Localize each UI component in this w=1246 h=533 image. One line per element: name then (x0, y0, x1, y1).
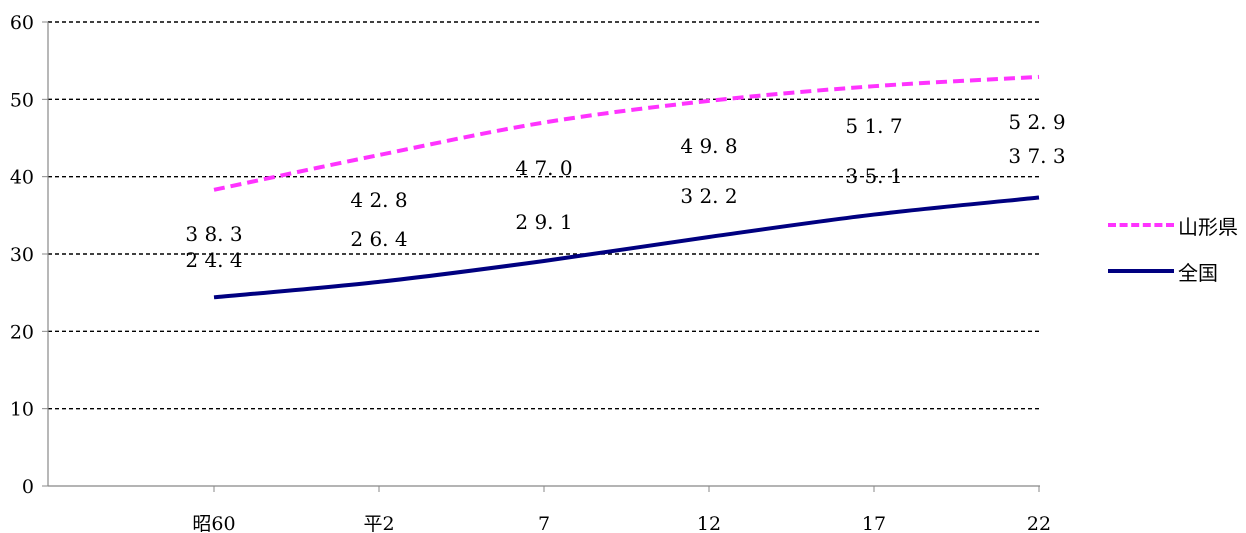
legend-item-yamagata: 山形県 (1108, 212, 1238, 239)
y-tick-label-30: 30 (10, 244, 34, 266)
x-tick-label-5: 22 (1027, 513, 1051, 533)
x-tick-label-0: 昭60 (192, 513, 235, 533)
series-line-0 (213, 74, 1040, 192)
series-lines (213, 74, 1040, 300)
legend-item-national: 全国 (1108, 258, 1238, 285)
data-label-s1-1: 2 6. 4 (350, 227, 407, 251)
x-tick-label-1: 平2 (363, 513, 394, 533)
y-tick-label-20: 20 (10, 321, 34, 343)
legend: 山形県 全国 (1108, 212, 1238, 304)
y-tick-label-50: 50 (10, 89, 34, 111)
data-label-s1-3: 3 2. 2 (680, 184, 737, 208)
data-label-s0-2: 4 7. 0 (515, 156, 572, 180)
x-tick-label-3: 12 (697, 513, 721, 533)
y-tick-label-40: 40 (10, 167, 34, 189)
data-label-s1-4: 3 5. 1 (845, 164, 902, 188)
x-axis-ticks: 昭60 平2 7 12 17 22 (192, 486, 1051, 533)
data-label-s0-5: 5 2. 9 (1008, 110, 1065, 134)
legend-swatch-national (1108, 269, 1174, 273)
legend-label-yamagata: 山形県 (1178, 214, 1238, 239)
data-labels: 3 8. 3 4 2. 8 4 7. 0 4 9. 8 5 1. 7 5 2. 9 2 4.… (185, 110, 1065, 272)
y-tick-label-0: 0 (22, 476, 34, 498)
gridlines (48, 21, 1040, 410)
data-label-s0-1: 4 2. 8 (350, 188, 407, 212)
x-tick-label-2: 7 (538, 513, 550, 533)
y-axis-ticks: 0 10 20 30 40 50 60 (10, 12, 48, 498)
series-line-1 (213, 195, 1040, 300)
legend-label-national: 全国 (1178, 260, 1218, 285)
data-label-s0-0: 3 8. 3 (185, 222, 242, 246)
data-label-s1-2: 2 9. 1 (515, 210, 572, 234)
y-tick-label-10: 10 (10, 399, 34, 421)
data-label-s1-0: 2 4. 4 (185, 248, 242, 272)
x-tick-label-4: 17 (862, 513, 886, 533)
legend-swatch-yamagata (1108, 223, 1174, 227)
data-label-s1-5: 3 7. 3 (1008, 144, 1065, 168)
y-tick-label-60: 60 (10, 12, 34, 34)
data-label-s0-3: 4 9. 8 (680, 134, 737, 158)
data-label-s0-4: 5 1. 7 (845, 114, 902, 138)
